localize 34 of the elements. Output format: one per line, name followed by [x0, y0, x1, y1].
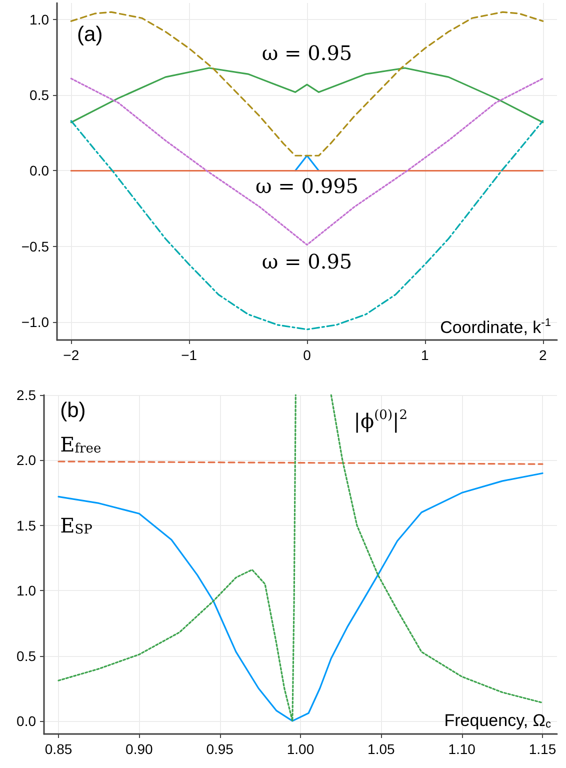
- line-series: [70, 78, 544, 246]
- y-tick-label: 0.0: [16, 712, 36, 729]
- x-tick-label: −2: [63, 347, 80, 363]
- y-tick-label: 1.5: [16, 517, 36, 534]
- x-tick-label: 0.95: [206, 741, 234, 757]
- annotation: ω = 0.995: [255, 174, 359, 198]
- y-tick-label: 0.0: [30, 162, 50, 179]
- y-tick-label: 0.5: [30, 87, 50, 104]
- x-tick-label: 1.05: [368, 741, 395, 757]
- x-tick-label: 0.90: [126, 741, 154, 757]
- line-series: [70, 67, 544, 124]
- y-tick-label: 1.0: [16, 582, 36, 599]
- x-tick-label: 1.00: [286, 741, 314, 757]
- annotation: ω = 0.95: [262, 249, 352, 274]
- y-tick-label: −1.0: [21, 314, 50, 330]
- line-series: [70, 11, 544, 156]
- y-tick-label: 0.5: [16, 648, 36, 664]
- x-tick-label: 1.10: [448, 741, 476, 757]
- annotation: Efree: [60, 432, 102, 457]
- x-tick-label: 2: [538, 347, 547, 363]
- y-tick-label: 1.0: [30, 12, 50, 28]
- y-tick-label: 2.0: [16, 452, 36, 468]
- annotation: (b): [60, 399, 86, 422]
- x-axis-title: Frequency, Ωc: [444, 711, 552, 730]
- annotation: ESP: [60, 513, 93, 538]
- x-tick-label: −1: [181, 347, 198, 363]
- x-tick-label: 0: [303, 347, 312, 363]
- x-tick-label: 1: [421, 347, 430, 363]
- x-tick-label: 0.85: [44, 741, 72, 757]
- y-tick-label: −0.5: [21, 238, 50, 254]
- y-tick-label: 2.5: [16, 387, 36, 403]
- annotation: (a): [77, 23, 103, 46]
- x-tick-label: 1.15: [528, 741, 556, 757]
- annotation: ω = 0.95: [262, 40, 352, 65]
